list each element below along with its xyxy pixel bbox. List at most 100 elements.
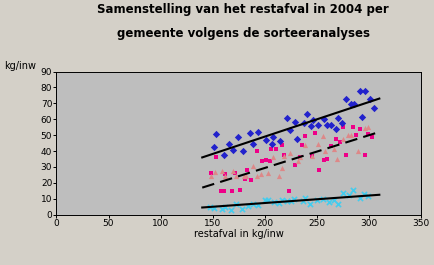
Point (308, 154, 315, 158)
Point (263, 158, 270, 162)
Point (207, 205, 214, 209)
Point (238, 207, 245, 211)
Point (340, 137, 347, 142)
Point (244, 204, 251, 208)
Point (276, 201, 283, 205)
Point (358, 114, 365, 119)
Point (234, 135, 241, 140)
Point (233, 174, 240, 179)
Point (220, 153, 227, 157)
Point (258, 158, 265, 163)
Point (266, 159, 273, 163)
Point (304, 112, 311, 117)
Point (311, 131, 318, 135)
Point (362, 153, 368, 158)
Point (332, 127, 339, 131)
Point (296, 155, 303, 159)
Point (346, 193, 353, 197)
Point (300, 121, 307, 125)
Point (320, 117, 327, 121)
Point (330, 198, 337, 202)
Point (221, 189, 228, 193)
Point (319, 134, 326, 138)
Point (328, 123, 335, 127)
Point (222, 171, 229, 176)
Point (313, 198, 320, 202)
Point (350, 125, 357, 129)
Point (331, 147, 338, 151)
Point (207, 171, 214, 175)
Point (333, 137, 340, 141)
Point (232, 171, 239, 175)
Point (240, 174, 247, 179)
Point (284, 198, 291, 203)
Point (319, 197, 326, 201)
Point (210, 144, 217, 149)
Point (241, 176, 248, 181)
Point (270, 135, 276, 139)
Point (265, 171, 272, 175)
Point (258, 172, 265, 176)
Point (219, 207, 226, 211)
Point (262, 138, 269, 142)
Point (365, 194, 372, 198)
Point (370, 106, 377, 111)
Point (348, 101, 355, 106)
Point (302, 196, 309, 200)
Point (222, 205, 229, 209)
Point (365, 125, 372, 129)
Point (316, 167, 323, 172)
Point (344, 133, 351, 137)
Point (302, 143, 309, 147)
Point (210, 206, 217, 210)
Point (221, 174, 228, 179)
Point (369, 135, 376, 139)
Point (280, 154, 287, 158)
Point (291, 197, 298, 201)
Point (343, 153, 350, 157)
Point (250, 142, 256, 146)
Point (334, 202, 341, 206)
Point (276, 174, 283, 179)
Point (265, 197, 272, 202)
Point (356, 196, 363, 200)
Point (268, 142, 275, 146)
Point (254, 130, 261, 135)
Point (243, 167, 250, 172)
Point (356, 127, 363, 131)
Point (315, 122, 322, 127)
Point (278, 198, 285, 202)
Point (299, 143, 306, 147)
Point (309, 154, 316, 158)
Point (230, 169, 237, 173)
Point (292, 163, 299, 167)
Point (249, 164, 256, 168)
Point (365, 132, 372, 136)
Text: kg/inw: kg/inw (4, 61, 36, 71)
Point (285, 189, 292, 193)
Point (261, 197, 268, 202)
Point (367, 96, 374, 101)
Point (323, 123, 330, 127)
Point (334, 116, 341, 121)
Point (337, 140, 344, 144)
Point (232, 202, 239, 206)
Point (272, 147, 279, 151)
Point (326, 200, 332, 204)
Point (299, 199, 306, 203)
Point (230, 148, 237, 153)
Point (226, 142, 233, 146)
Point (268, 147, 275, 151)
Point (243, 174, 250, 179)
Point (333, 157, 340, 161)
Point (286, 151, 293, 155)
Point (340, 191, 347, 195)
Point (349, 188, 356, 192)
Point (247, 130, 254, 135)
Point (212, 132, 219, 136)
Point (296, 155, 303, 159)
Point (250, 201, 257, 206)
Point (287, 127, 294, 132)
Point (322, 149, 329, 154)
Point (237, 188, 243, 192)
